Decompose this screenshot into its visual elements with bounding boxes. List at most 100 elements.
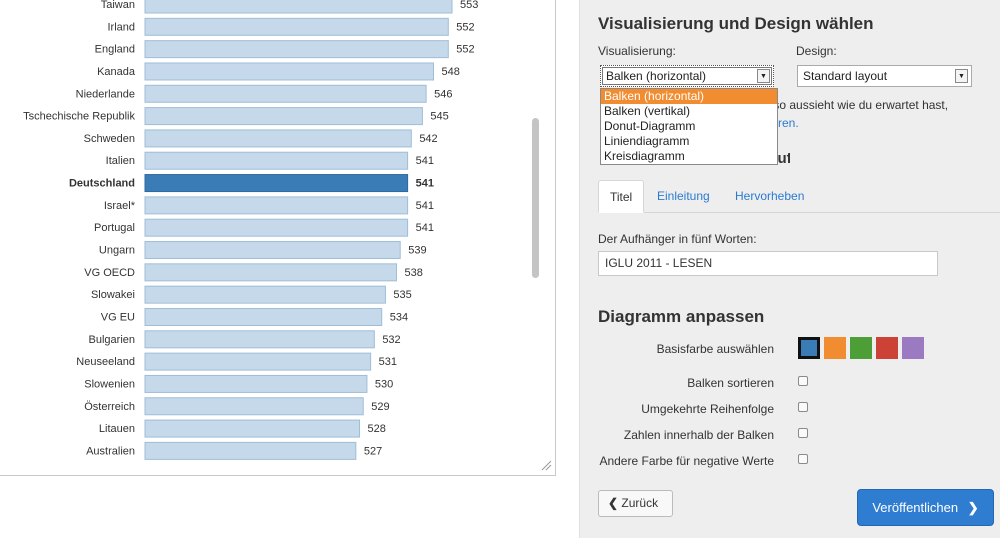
category-label: Portugal — [94, 222, 135, 234]
tab-titel[interactable]: Titel — [598, 180, 645, 213]
value-label: 531 — [379, 356, 397, 368]
value-label: 534 — [390, 311, 408, 323]
bar — [144, 129, 412, 148]
category-label: Taiwan — [101, 0, 135, 11]
bar — [144, 307, 383, 326]
value-label: 535 — [393, 289, 411, 301]
hint-text: ht so aussieht wie du erwartet hast, — [760, 98, 949, 112]
value-label: 548 — [442, 66, 460, 78]
bar — [144, 84, 427, 103]
bar — [144, 218, 409, 237]
publish-button-label: Veröffentlichen — [872, 500, 959, 515]
value-label: 532 — [382, 334, 400, 346]
chevron-right-icon: ❯ — [967, 500, 979, 515]
bar — [144, 17, 449, 36]
value-label: 542 — [419, 133, 437, 145]
negative-color-checkbox[interactable] — [798, 454, 808, 464]
value-label: 545 — [430, 111, 448, 123]
category-label: Irland — [107, 21, 135, 33]
tab-einleitung[interactable]: Einleitung — [657, 189, 710, 203]
visualization-dropdown: Balken (horizontal) Balken (vertikal) Do… — [600, 88, 778, 165]
option-label-negative-color: Andere Farbe für negative Werte — [599, 454, 774, 468]
chevron-left-icon: ❮ — [608, 496, 619, 510]
dropdown-option-bar-vertical[interactable]: Balken (vertikal) — [604, 104, 691, 118]
category-label: Deutschland — [69, 178, 135, 190]
category-label: VG EU — [101, 311, 135, 323]
category-label: Slowakei — [91, 289, 135, 301]
bar-chart: Taiwan 553 Irland 552 England 552 Kanada 548 Nie… — [23, 0, 478, 460]
bar — [144, 285, 386, 304]
chevron-down-icon: ▼ — [757, 69, 770, 83]
bar — [144, 352, 372, 371]
bar — [144, 330, 375, 349]
category-label: Australien — [86, 445, 135, 457]
value-label: 528 — [368, 423, 386, 435]
bar — [144, 0, 453, 14]
value-label: 553 — [460, 0, 478, 11]
value-label: 530 — [375, 378, 393, 390]
visualization-select[interactable]: Balken (horizontal) ▼ — [600, 65, 774, 87]
publish-button[interactable]: Veröffentlichen ❯ — [857, 489, 994, 526]
sort-bars-checkbox[interactable] — [798, 376, 808, 386]
category-label: Österreich — [84, 401, 135, 413]
swatch-red[interactable] — [876, 337, 898, 359]
chart-preview: Taiwan 553 Irland 552 England 552 Kanada 548 Nie… — [0, 0, 556, 476]
dropdown-option-bar-horizontal[interactable]: Balken (horizontal) — [601, 89, 777, 104]
category-label: Slowenien — [84, 378, 135, 390]
swatch-purple[interactable] — [902, 337, 924, 359]
category-label: VG OECD — [84, 267, 135, 279]
values-inside-checkbox[interactable] — [798, 428, 808, 438]
dropdown-option-pie[interactable]: Kreisdiagramm — [604, 149, 685, 163]
reverse-order-checkbox[interactable] — [798, 402, 808, 412]
settings-panel: Visualisierung und Design wählen Visuali… — [579, 0, 1000, 538]
tab-hervorheben[interactable]: Hervorheben — [735, 189, 805, 203]
category-label: Israel* — [104, 200, 136, 212]
design-select[interactable]: Standard layout ▼ — [797, 65, 972, 87]
text-tabs: Titel Einleitung Hervorheben — [598, 180, 1000, 213]
swatch-green[interactable] — [850, 337, 872, 359]
bar — [144, 263, 398, 282]
option-label-values-inside: Zahlen innerhalb der Balken — [623, 428, 774, 442]
title-input[interactable]: IGLU 2011 - LESEN — [598, 251, 938, 276]
bar-highlighted — [144, 174, 409, 193]
option-label-reverse: Umgekehrte Reihenfolge — [641, 402, 774, 416]
bar — [144, 196, 409, 215]
value-label: 541 — [416, 178, 434, 190]
resize-grip-icon[interactable] — [540, 459, 552, 471]
value-label: 541 — [416, 200, 434, 212]
dropdown-option-donut[interactable]: Donut-Diagramm — [604, 119, 696, 133]
category-label: Italien — [106, 155, 135, 167]
category-label: Ungarn — [99, 245, 135, 257]
bar — [144, 62, 435, 81]
category-label: Bulgarien — [89, 334, 135, 346]
value-label: 529 — [371, 401, 389, 413]
value-label: 527 — [364, 445, 382, 457]
dropdown-option-line[interactable]: Liniendiagramm — [604, 134, 690, 148]
scrollbar[interactable] — [532, 118, 539, 278]
base-color-label: Basisfarbe auswählen — [656, 342, 774, 356]
bar — [144, 241, 401, 260]
visualization-select-value: Balken (horizontal) — [606, 69, 707, 83]
visualization-label: Visualisierung: — [598, 44, 676, 58]
swatch-blue[interactable] — [798, 337, 820, 359]
chevron-down-icon: ▼ — [955, 69, 968, 83]
panel-title: Visualisierung und Design wählen — [598, 14, 874, 33]
design-select-value: Standard layout — [803, 69, 888, 83]
category-label: Niederlande — [76, 88, 135, 100]
category-label: Tschechische Republik — [23, 111, 135, 123]
value-label: 541 — [416, 222, 434, 234]
category-label: Neuseeland — [76, 356, 135, 368]
back-button[interactable]: ❮ Zurück — [598, 490, 673, 517]
value-label: 539 — [408, 245, 426, 257]
value-label: 552 — [456, 21, 474, 33]
bar — [144, 441, 357, 460]
swatch-orange[interactable] — [824, 337, 846, 359]
section-title: Diagramm anpassen — [598, 307, 765, 326]
bar — [144, 107, 423, 126]
option-label-sort: Balken sortieren — [687, 376, 774, 390]
value-label: 541 — [416, 155, 434, 167]
bar — [144, 151, 409, 170]
bar — [144, 374, 368, 393]
bar — [144, 397, 364, 416]
bar — [144, 419, 361, 438]
